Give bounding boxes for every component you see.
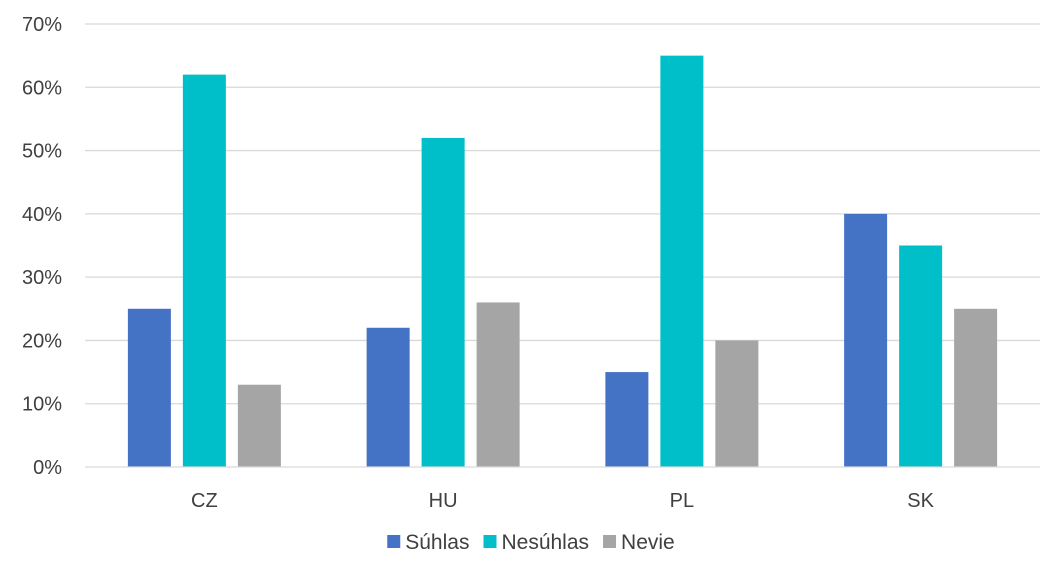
- legend-label: Súhlas: [405, 531, 469, 554]
- y-tick-label: 0%: [33, 457, 62, 479]
- legend-item-súhlas: Súhlas: [387, 531, 469, 554]
- y-tick-label: 10%: [22, 394, 62, 416]
- bar-nevie-pl: [715, 340, 759, 467]
- bar-nesúhlas-sk: [899, 245, 943, 467]
- legend: Súhlas Nesúhlas Nevie: [387, 531, 675, 554]
- legend-swatch: [387, 535, 401, 548]
- bar-nesúhlas-cz: [182, 74, 226, 467]
- y-tick-label: 60%: [22, 77, 62, 99]
- legend-label: Nesúhlas: [501, 531, 589, 554]
- x-category-label: HU: [429, 490, 458, 512]
- bar-nevie-cz: [237, 384, 281, 467]
- bar-nevie-hu: [476, 302, 520, 467]
- y-tick-label: 30%: [22, 267, 62, 289]
- bar-nevie-sk: [954, 308, 998, 467]
- y-tick-label: 40%: [22, 204, 62, 226]
- x-category-label: PL: [670, 490, 694, 512]
- y-axis-tick-labels: 0% 10% 20% 30% 40% 50% 60% 70%: [22, 14, 62, 479]
- x-category-label: CZ: [191, 490, 218, 512]
- legend-label: Nevie: [621, 531, 675, 554]
- legend-swatch: [483, 535, 497, 548]
- y-tick-label: 20%: [22, 330, 62, 352]
- bar-súhlas-sk: [844, 213, 888, 467]
- bar-nesúhlas-hu: [421, 137, 465, 467]
- bar-súhlas-cz: [127, 308, 171, 467]
- gridlines: [85, 23, 1040, 405]
- x-category-label: SK: [907, 490, 934, 512]
- legend-item-nesúhlas: Nesúhlas: [483, 531, 589, 554]
- bar-nesúhlas-pl: [660, 55, 704, 468]
- x-axis-category-labels: CZ HU PL SK: [191, 490, 935, 512]
- legend-swatch: [603, 535, 617, 548]
- bars: [127, 55, 998, 468]
- bar-súhlas-pl: [605, 372, 649, 467]
- y-tick-label: 70%: [22, 14, 62, 36]
- bar-súhlas-hu: [366, 327, 410, 467]
- legend-item-nevie: Nevie: [603, 531, 675, 554]
- y-tick-label: 50%: [22, 141, 62, 163]
